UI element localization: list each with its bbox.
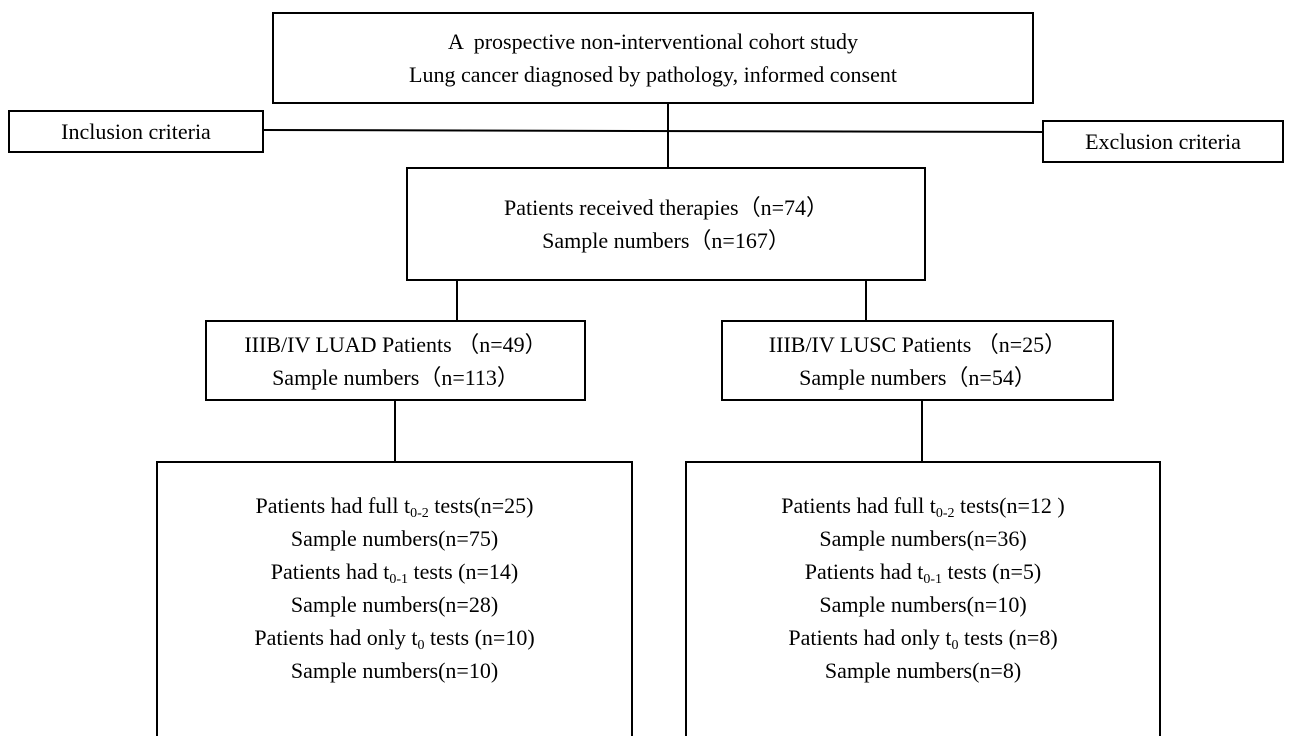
- text-line: Sample numbers（n=167）: [542, 228, 790, 253]
- text-line: Sample numbers（n=113）: [272, 364, 519, 390]
- luad-tests-box: Patients had full t0-2 tests(n=25) Sample…: [156, 461, 633, 736]
- text: Patients had only t: [254, 625, 418, 650]
- text: tests (n=10): [424, 625, 535, 650]
- text-line: Patients had only t0 tests (n=10): [254, 621, 534, 654]
- text: Patients had t: [270, 559, 390, 584]
- text-line: Patients had only t0 tests (n=8): [788, 621, 1057, 654]
- text-line: Sample numbers(n=28): [290, 592, 499, 617]
- text-line: Sample numbers（n=54）: [799, 364, 1036, 390]
- lusc-tests-box: Patients had full t0-2 tests(n=12 ) Sampl…: [685, 461, 1161, 736]
- study-box: A prospective non-interventional cohort …: [272, 12, 1034, 104]
- subscript: 0-2: [935, 506, 955, 521]
- subscript: 0-2: [410, 506, 429, 521]
- text-line: Sample numbers(n=8): [824, 658, 1022, 683]
- text-line: Sample numbers(n=36): [819, 526, 1027, 551]
- text: Patients had only t: [788, 625, 952, 650]
- luad-box: IIIB/IV LUAD Patients （n=49） Sample numbe…: [205, 320, 586, 401]
- text-line: A prospective non-interventional cohort …: [448, 29, 858, 54]
- text: tests(n=25): [428, 493, 534, 518]
- text: tests (n=8): [958, 625, 1058, 650]
- text-line: IIIB/IV LUSC Patients （n=25）: [768, 331, 1067, 357]
- text: Patients had t: [804, 559, 924, 584]
- text: tests(n=12 ): [954, 493, 1065, 518]
- text: Patients had full t: [255, 493, 411, 518]
- text-line: Patients had full t0-2 tests(n=12 ): [781, 489, 1064, 522]
- subscript: 0-1: [923, 572, 943, 587]
- label: Exclusion criteria: [1085, 129, 1241, 154]
- text-line: Patients had t0-1 tests (n=14): [271, 555, 518, 588]
- text-line: Sample numbers(n=10): [290, 658, 499, 683]
- subscript: 0: [417, 638, 425, 653]
- text-line: Sample numbers(n=10): [819, 592, 1027, 617]
- text-line: Patients had full t0-2 tests(n=25): [256, 489, 534, 522]
- lusc-box: IIIB/IV LUSC Patients （n=25） Sample numbe…: [721, 320, 1114, 401]
- text: tests (n=14): [408, 559, 519, 584]
- subscript: 0-1: [389, 572, 409, 587]
- text-line: Sample numbers(n=75): [290, 526, 499, 551]
- text-line: Patients received therapies（n=74）: [504, 195, 828, 220]
- text-line: Patients had t0-1 tests (n=5): [805, 555, 1041, 588]
- text-line: Lung cancer diagnosed by pathology, info…: [409, 62, 897, 87]
- inclusion-box: Inclusion criteria: [8, 110, 264, 153]
- criteria-line: [263, 129, 1043, 133]
- therapies-box: Patients received therapies（n=74） Sample …: [406, 167, 926, 281]
- text: Patients had full t: [781, 493, 936, 518]
- exclusion-box: Exclusion criteria: [1042, 120, 1284, 163]
- text: tests (n=5): [942, 559, 1042, 584]
- label: Inclusion criteria: [61, 119, 211, 144]
- subscript: 0: [951, 638, 959, 653]
- text-line: IIIB/IV LUAD Patients （n=49）: [244, 331, 547, 357]
